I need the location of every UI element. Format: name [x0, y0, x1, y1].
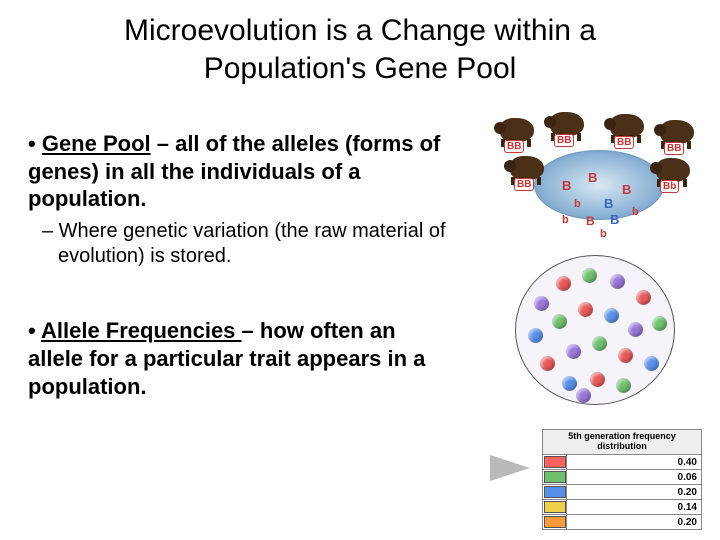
- table-row: 0.20: [543, 485, 702, 500]
- term-gene-pool: Gene Pool: [42, 131, 151, 156]
- bison-icon: [510, 156, 544, 180]
- color-swatch: [543, 485, 567, 500]
- allele-dot: [582, 268, 597, 283]
- color-swatch: [543, 455, 567, 470]
- allele-dot: [576, 388, 591, 403]
- genotype-tag: BB: [504, 140, 524, 153]
- table-row: 0.40: [543, 455, 702, 470]
- allele-label: b: [574, 198, 581, 210]
- slide-title: Microevolution is a Change within a Popu…: [0, 0, 720, 95]
- allele-dot: [566, 344, 581, 359]
- arrow-icon: [490, 453, 538, 483]
- allele-dot: [552, 314, 567, 329]
- freq-table-header: 5th generation frequency distribution: [543, 430, 702, 455]
- freq-value: 0.20: [567, 485, 702, 500]
- bison-icon: [550, 112, 584, 136]
- allele-dot: [652, 316, 667, 331]
- frequency-table-illustration: 5th generation frequency distribution 0.…: [492, 429, 702, 530]
- allele-dot: [616, 378, 631, 393]
- allele-label: B: [588, 170, 597, 185]
- freq-value: 0.20: [567, 515, 702, 530]
- allele-circle-illustration: [515, 255, 685, 410]
- genotype-tag: BB: [664, 142, 684, 155]
- allele-dot: [540, 356, 555, 371]
- allele-dot: [592, 336, 607, 351]
- frequency-table: 5th generation frequency distribution 0.…: [542, 429, 702, 530]
- color-swatch: [543, 515, 567, 530]
- genotype-tag: Bb: [660, 180, 679, 193]
- table-row: 0.20: [543, 515, 702, 530]
- bison-icon: [500, 118, 534, 142]
- term-allele-freq: Allele Frequencies: [41, 318, 242, 343]
- allele-dot: [604, 308, 619, 323]
- color-swatch: [543, 470, 567, 485]
- allele-dot: [636, 290, 651, 305]
- allele-dot: [528, 328, 543, 343]
- text-content: • Gene Pool – all of the alleles (forms …: [28, 130, 448, 401]
- pool-icon: [534, 150, 664, 220]
- allele-label: B: [604, 196, 613, 211]
- allele-dot: [562, 376, 577, 391]
- allele-dot: [618, 348, 633, 363]
- table-row: 0.06: [543, 470, 702, 485]
- allele-label: B: [610, 212, 619, 227]
- freq-value: 0.14: [567, 500, 702, 515]
- allele-dot: [590, 372, 605, 387]
- table-row: 0.14: [543, 500, 702, 515]
- bison-icon: [656, 158, 690, 182]
- allele-dot: [610, 274, 625, 289]
- bison-icon: [610, 114, 644, 138]
- bullet-allele-freq: • Allele Frequencies – how often an alle…: [28, 317, 448, 401]
- genotype-tag: BB: [514, 178, 534, 191]
- allele-dot: [578, 302, 593, 317]
- allele-dot: [556, 276, 571, 291]
- color-swatch: [543, 500, 567, 515]
- allele-label: b: [562, 214, 569, 226]
- genotype-tag: BB: [554, 134, 574, 147]
- allele-label: B: [562, 178, 571, 193]
- freq-value: 0.06: [567, 470, 702, 485]
- sub-bullet-variation: – Where genetic variation (the raw mater…: [28, 219, 448, 269]
- allele-label: b: [600, 228, 607, 240]
- allele-dot: [628, 322, 643, 337]
- gene-pool-illustration: BBBBBBBBBBBbBBBbBbBBbb: [492, 110, 702, 240]
- allele-label: B: [622, 182, 631, 197]
- allele-dot: [644, 356, 659, 371]
- allele-label: b: [632, 206, 639, 218]
- freq-value: 0.40: [567, 455, 702, 470]
- allele-label: B: [586, 214, 595, 228]
- allele-circle: [515, 255, 675, 405]
- genotype-tag: BB: [614, 136, 634, 149]
- bullet-gene-pool: • Gene Pool – all of the alleles (forms …: [28, 130, 448, 213]
- bison-icon: [660, 120, 694, 144]
- allele-dot: [534, 296, 549, 311]
